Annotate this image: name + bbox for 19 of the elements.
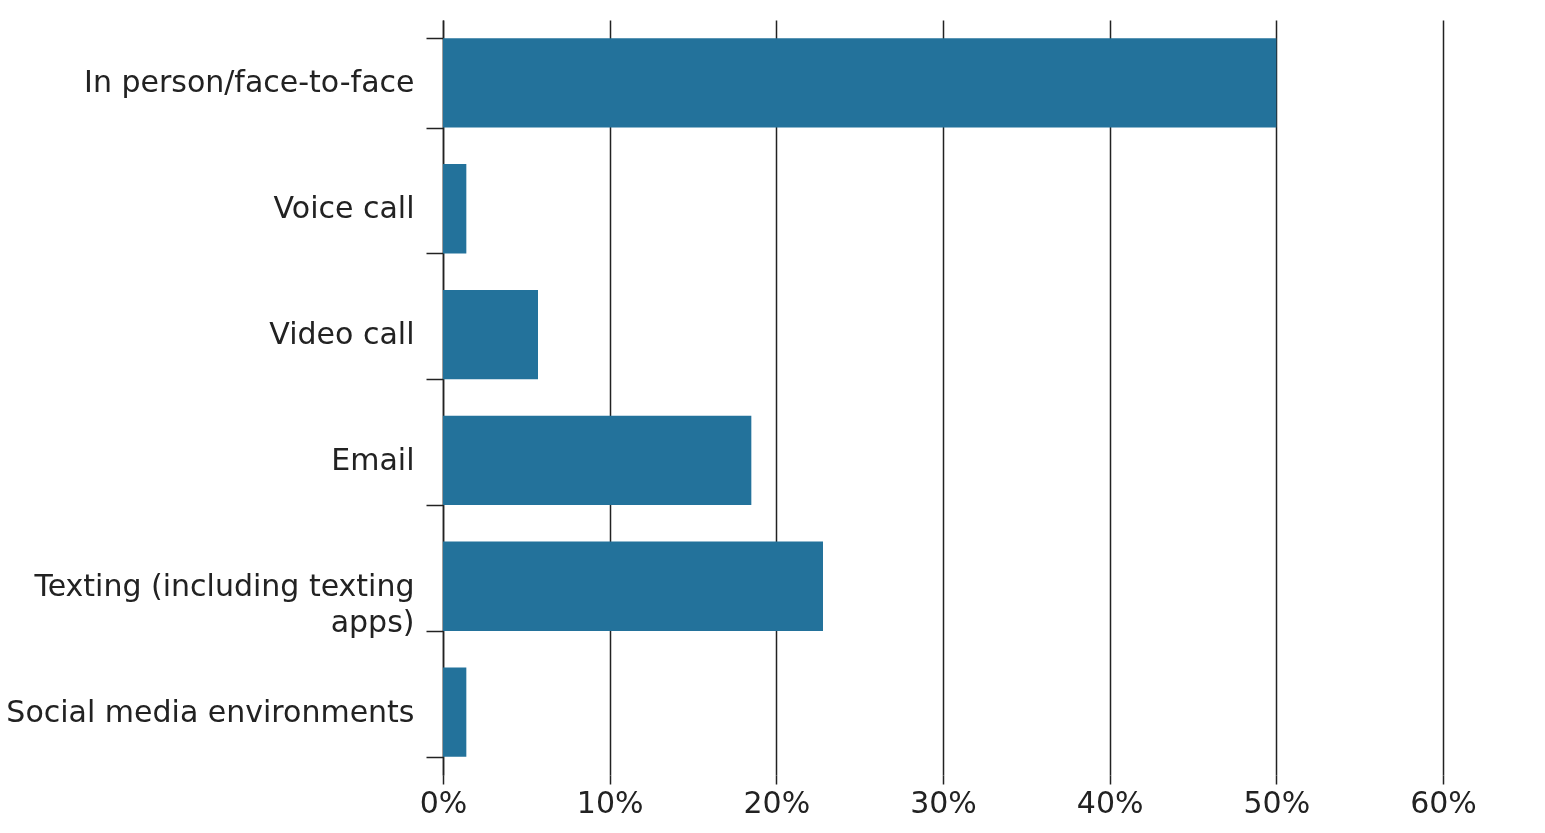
- x-tick-label: 50%: [1243, 784, 1311, 820]
- y-tick-label: Voice call: [273, 190, 415, 226]
- bar: [443, 164, 467, 254]
- x-tick-label: 0%: [419, 784, 468, 820]
- x-tick-label: 40%: [1076, 784, 1144, 820]
- x-tick-label: 10%: [576, 784, 644, 820]
- x-tick-label: 30%: [910, 784, 977, 820]
- y-tick-label: Social media environments: [6, 693, 415, 729]
- x-tick-label: 20%: [743, 784, 811, 820]
- y-tick-label: Texting (including texting apps): [33, 567, 415, 639]
- bar: [443, 289, 538, 380]
- bar: [443, 541, 823, 631]
- bar: [443, 667, 467, 757]
- y-tick-label: Video call: [269, 316, 415, 352]
- y-tick-label: Email: [331, 441, 415, 477]
- x-tick-label: 60%: [1410, 784, 1477, 820]
- bar: [443, 415, 752, 506]
- y-tick-label: In person/face-to-face: [84, 64, 415, 100]
- bar: [443, 38, 1277, 128]
